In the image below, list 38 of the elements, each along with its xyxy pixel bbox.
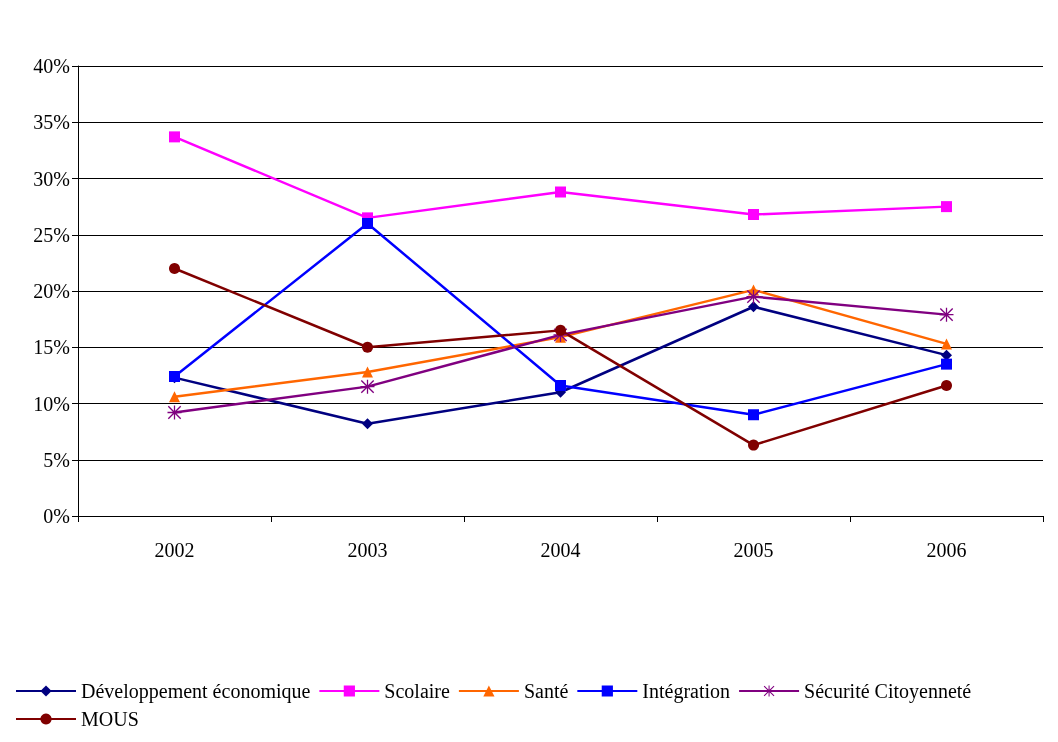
legend-label: Scolaire xyxy=(384,680,451,702)
y-tick-label: 35% xyxy=(33,111,70,134)
legend-label: Santé xyxy=(523,680,569,702)
x-tick-label: 2002 xyxy=(154,539,195,561)
legend-label: MOUS xyxy=(81,708,139,730)
point xyxy=(555,380,566,391)
point xyxy=(748,301,759,313)
y-tick-label: 0% xyxy=(43,505,70,527)
x-tick-label: 2006 xyxy=(926,539,967,561)
point xyxy=(555,324,566,336)
y-tick-label: 10% xyxy=(33,392,70,415)
x-tick-label: 2004 xyxy=(540,539,581,561)
point xyxy=(941,338,952,350)
point xyxy=(941,380,952,391)
point xyxy=(748,439,759,451)
point xyxy=(169,263,180,274)
point xyxy=(362,418,373,430)
legend-label: Sécurité Citoyenneté xyxy=(804,680,972,703)
y-tick-label: 30% xyxy=(33,167,70,190)
x-tick-label: 2003 xyxy=(347,539,388,561)
y-tick-label: 5% xyxy=(43,448,70,471)
point xyxy=(555,186,566,198)
point xyxy=(169,131,180,143)
y-tick-label: 15% xyxy=(33,336,70,359)
legend-label: Intégration xyxy=(642,680,731,703)
point xyxy=(362,366,373,378)
y-tick-label: 20% xyxy=(33,280,70,302)
point xyxy=(748,209,759,220)
point xyxy=(169,391,180,403)
point xyxy=(941,358,952,370)
point xyxy=(748,409,759,421)
point xyxy=(362,341,373,353)
x-tick-label: 2005 xyxy=(733,539,774,561)
y-tick-label: 40% xyxy=(33,55,70,77)
point xyxy=(362,218,373,229)
y-tick-label: 25% xyxy=(33,223,70,246)
point xyxy=(941,201,952,213)
legend-label: Développement économique xyxy=(81,680,311,703)
